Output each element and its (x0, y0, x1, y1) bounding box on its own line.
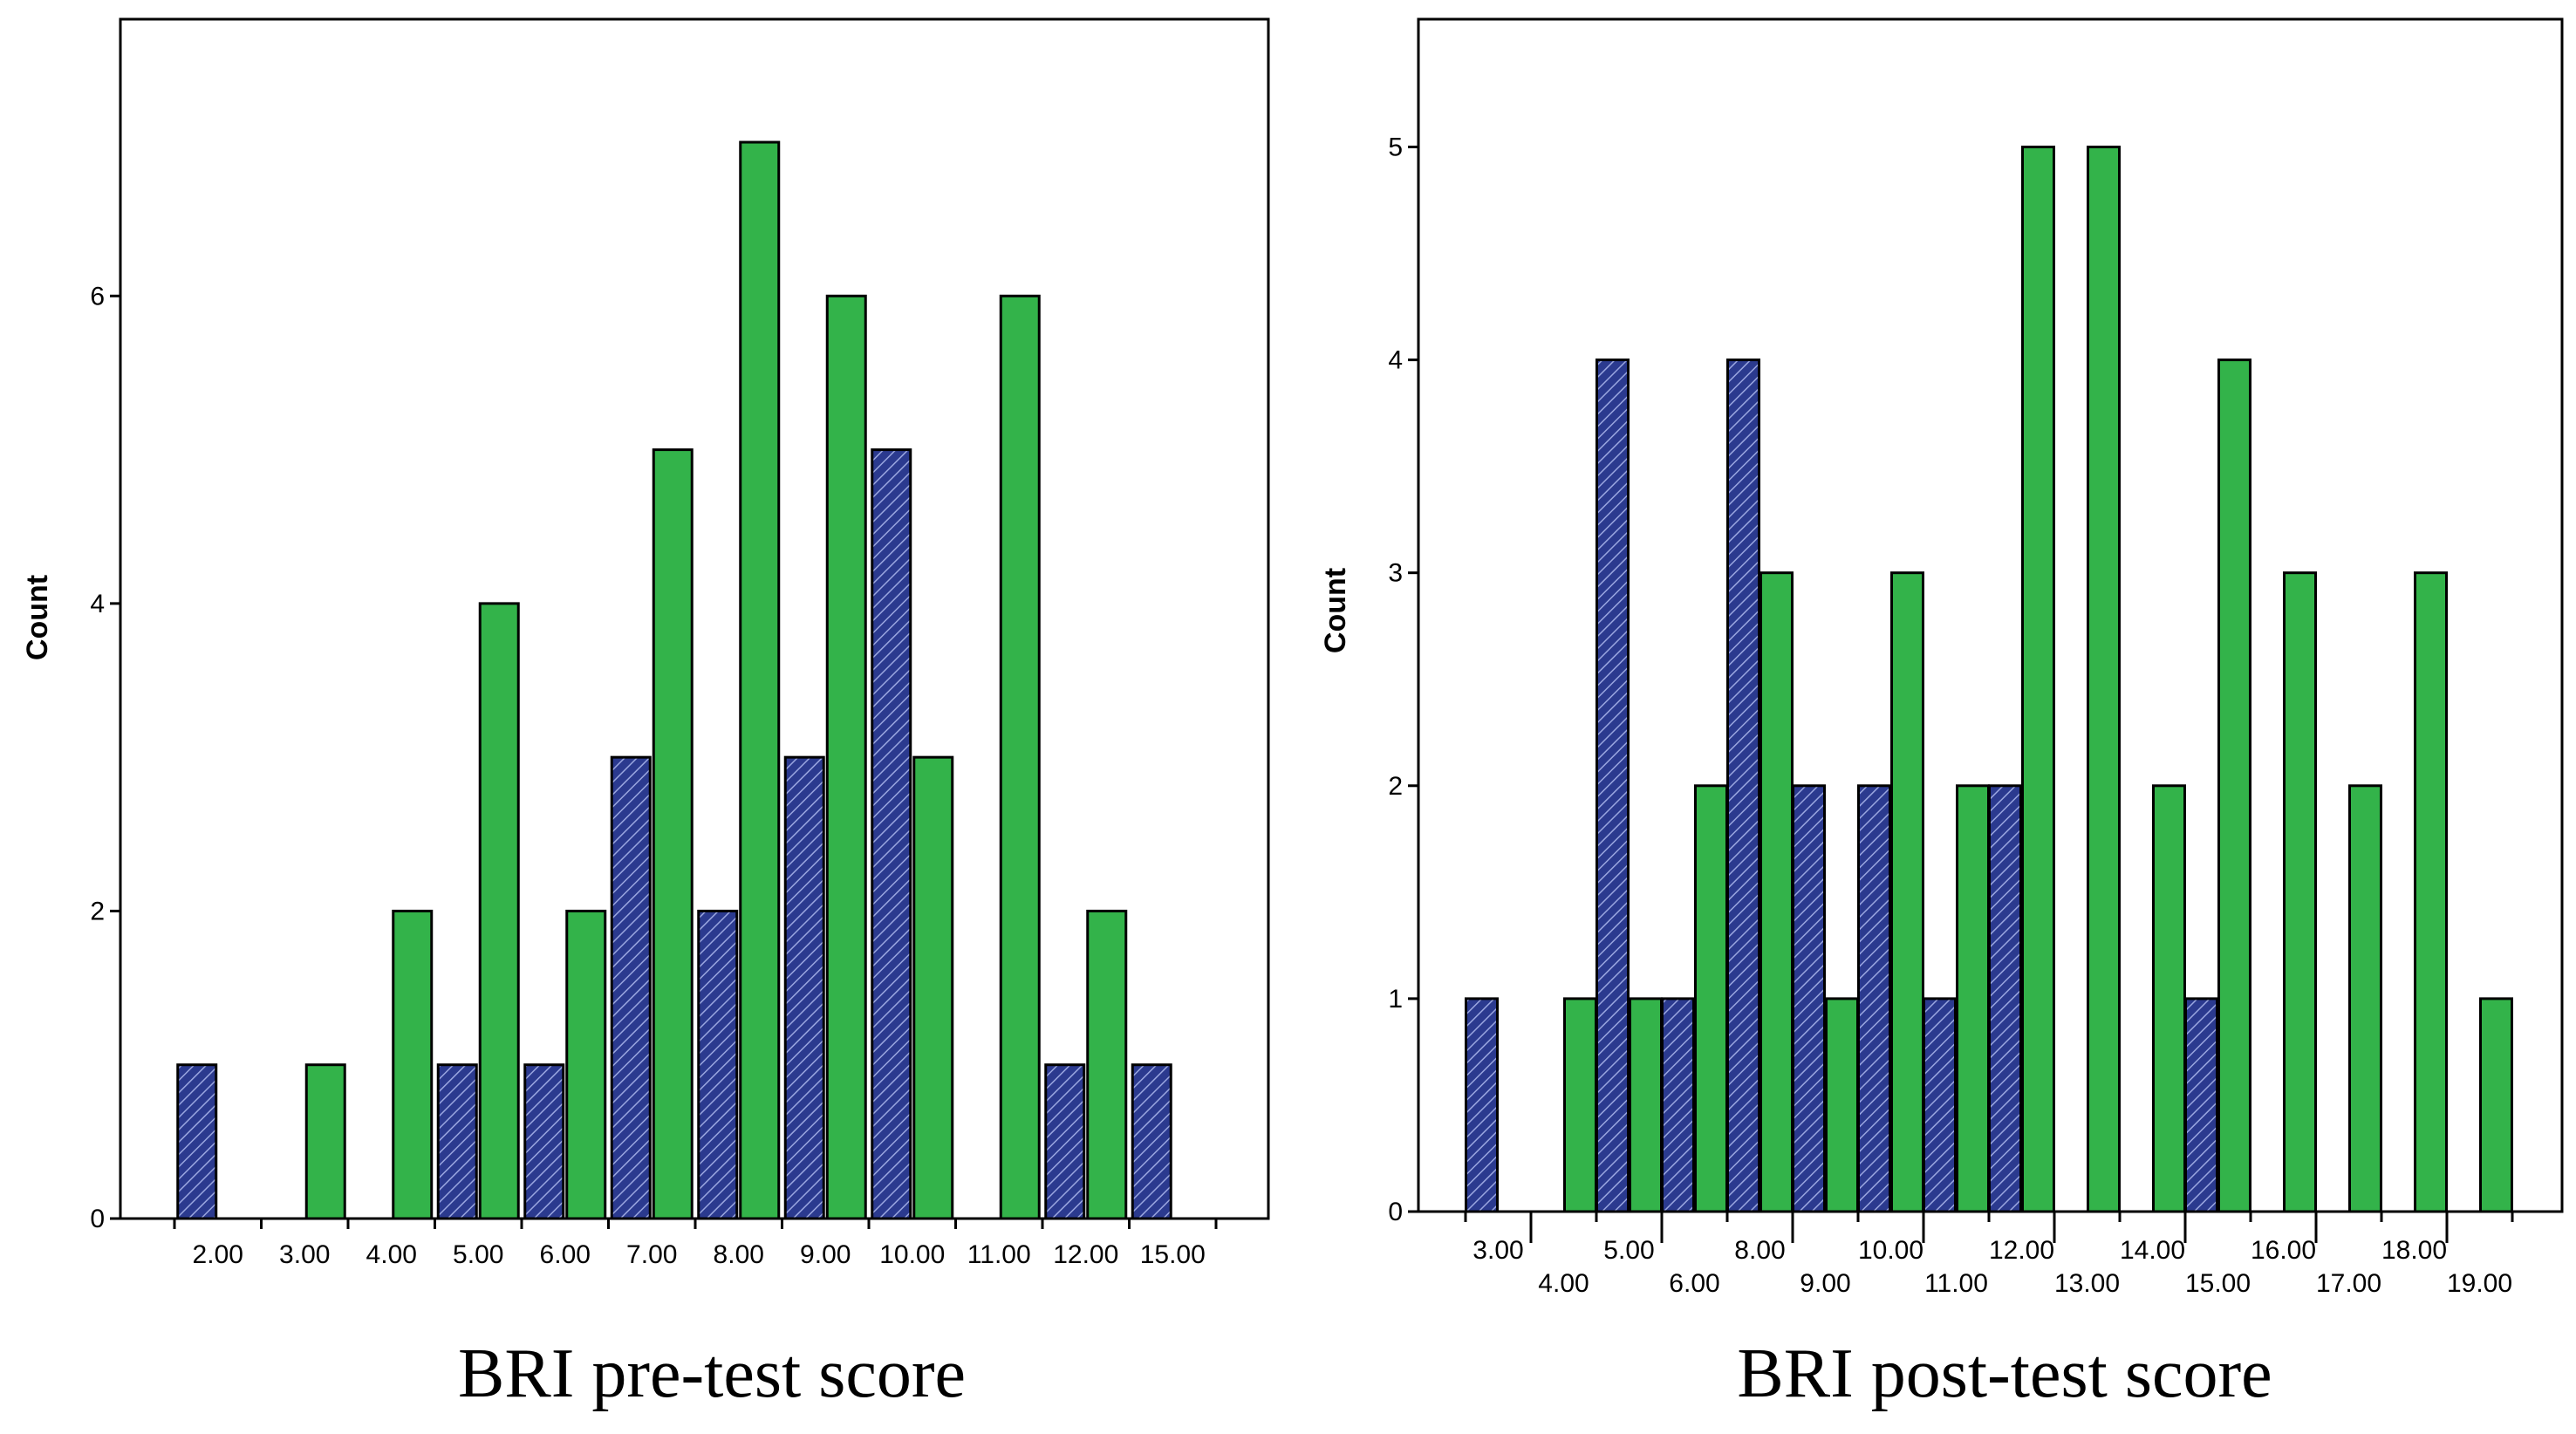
chart-caption: BRI pre-test score (458, 1335, 966, 1412)
x-axis: 3.004.005.006.008.009.0010.0011.0012.001… (1464, 1212, 2514, 1298)
x-tick-label: 4.00 (366, 1240, 417, 1269)
y-tick-label: 4 (1388, 346, 1403, 375)
x-tick-label: 19.00 (2447, 1269, 2512, 1298)
bars (1465, 145, 2513, 1213)
bar-green-6.00 (1694, 784, 1728, 1213)
bar-hatched-7.00 (610, 755, 652, 1220)
x-tick-label: 15.00 (1140, 1240, 1206, 1269)
bar-hatched-5.00 (1595, 358, 1630, 1213)
bar-green-5.00 (1629, 997, 1663, 1213)
x-tick-label: 14.00 (2120, 1236, 2185, 1265)
bar-green-12.00 (1086, 909, 1128, 1220)
bar-green-9.00 (825, 294, 867, 1220)
y-tick-label: 0 (1388, 1198, 1403, 1226)
y-tick-label: 2 (90, 897, 105, 925)
x-tick-label: 11.00 (967, 1240, 1031, 1269)
chart-caption: BRI post-test score (1737, 1335, 2272, 1412)
bar-hatched-15.00 (2184, 997, 2218, 1213)
y-axis: 0 2 4 6 (90, 282, 120, 1233)
bar-green-4.00 (1563, 997, 1597, 1213)
x-tick-label: 6.00 (540, 1240, 591, 1269)
post-test-chart: 0 1 2 3 4 5 3.00 4.00 5.00 6.00 8.00 9.00 10.0011.0… (1319, 17, 2564, 1412)
bar-hatched-9.00 (1792, 784, 1826, 1213)
bar-green-13.00 (2087, 145, 2121, 1213)
bar-green-10.00 (912, 755, 954, 1220)
x-tick-label: 12.00 (1053, 1240, 1118, 1269)
x-tick-label: 8.00 (714, 1240, 764, 1269)
x-tick-label: 10.00 (879, 1240, 945, 1269)
bar-green-4.00 (392, 909, 434, 1220)
bar-green-8.00 (739, 140, 781, 1220)
x-tick-label: 8.00 (1734, 1236, 1785, 1265)
bar-green-14.00 (2152, 784, 2186, 1213)
x-tick-label: 6.00 (1669, 1269, 1719, 1298)
x-tick-label: 16.00 (2251, 1236, 2316, 1265)
bar-green-16.00 (2283, 571, 2317, 1213)
x-tick-label: 7.00 (626, 1240, 677, 1269)
x-tick-label: 5.00 (1603, 1236, 1654, 1265)
bar-green-12.00 (2021, 145, 2055, 1213)
bar-hatched-10.00 (871, 448, 912, 1220)
bar-green-3.00 (304, 1063, 346, 1220)
bar-green-17.00 (2348, 784, 2382, 1213)
y-axis: 0 1 2 3 4 5 (1388, 133, 1418, 1226)
x-tick-label: 3.00 (1472, 1236, 1523, 1265)
x-tick-label: 4.00 (1538, 1269, 1589, 1298)
x-tick-label: 10.00 (1858, 1236, 1923, 1265)
bar-green-8.00 (1759, 571, 1794, 1213)
bar-hatched-6.00 (523, 1063, 565, 1220)
y-tick-label: 0 (90, 1205, 105, 1233)
bar-green-19.00 (2479, 997, 2513, 1213)
bar-hatched-3.00 (1465, 997, 1499, 1213)
x-tick-label: 12.00 (1989, 1236, 2054, 1265)
bar-hatched-9.00 (783, 755, 825, 1220)
y-tick-label: 4 (90, 590, 105, 618)
x-tick-label: 15.00 (2185, 1269, 2251, 1298)
bar-hatched-2.00 (176, 1063, 218, 1220)
y-tick-label: 1 (1388, 985, 1403, 1014)
bar-hatched-8.00 (697, 909, 739, 1220)
x-tick-label: 18.00 (2381, 1236, 2447, 1265)
bar-green-6.00 (565, 909, 607, 1220)
bar-hatched-8.00 (1726, 358, 1760, 1213)
x-tick-label: 2.00 (193, 1240, 243, 1269)
x-tick-label: 3.00 (279, 1240, 330, 1269)
bar-green-5.00 (478, 602, 520, 1220)
bar-hatched-12.00 (1988, 784, 2022, 1213)
bar-green-9.00 (1825, 997, 1859, 1213)
bar-hatched-12.00 (1044, 1063, 1086, 1220)
x-axis: 2.00 3.00 4.00 5.00 6.00 7.00 8.00 9.00 10.00 11.… (173, 1219, 1218, 1269)
bar-hatched-5.00 (436, 1063, 478, 1220)
x-tick-label: 9.00 (800, 1240, 851, 1269)
bar-green-18.00 (2414, 571, 2448, 1213)
bar-green-15.00 (2217, 358, 2251, 1213)
y-tick-label: 3 (1388, 559, 1403, 588)
x-tick-label: 5.00 (453, 1240, 503, 1269)
bar-green-11.00 (999, 294, 1041, 1220)
x-tick-label: 17.00 (2316, 1269, 2381, 1298)
x-tick-label: 11.00 (1924, 1269, 1988, 1298)
pre-test-chart: 0 2 4 6 2.00 3.00 4.00 5.00 6.00 7.00 8.00 9.00 10.… (21, 17, 1270, 1412)
x-tick-label: 13.00 (2054, 1269, 2120, 1298)
bar-hatched-6.00 (1661, 997, 1695, 1213)
x-tick-label: 9.00 (1800, 1269, 1850, 1298)
bar-green-11.00 (1956, 784, 1990, 1213)
bar-green-7.00 (652, 448, 694, 1220)
y-tick-label: 2 (1388, 772, 1403, 801)
bar-hatched-11.00 (1923, 997, 1957, 1213)
y-tick-label: 6 (90, 282, 105, 311)
y-axis-title: Count (1319, 568, 1352, 653)
bar-hatched-15.00 (1131, 1063, 1172, 1220)
bar-hatched-10.00 (1857, 784, 1891, 1213)
bars (176, 140, 1172, 1220)
y-tick-label: 5 (1388, 133, 1403, 161)
bar-green-10.00 (1890, 571, 1924, 1213)
y-axis-title: Count (21, 575, 54, 660)
